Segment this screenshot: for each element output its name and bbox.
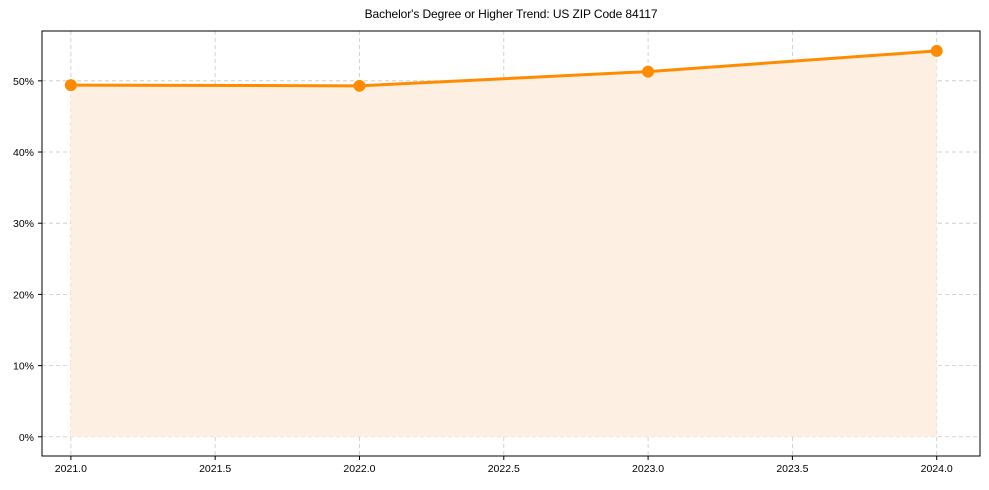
data-point-marker [930,44,943,57]
x-tick-label: 2022.5 [488,463,520,475]
x-tick-label: 2021.0 [55,463,87,475]
data-point-marker [353,79,366,92]
x-axis: 2021.0 2021.5 2022.0 2022.5 2023.0 2023.5 2024… [55,456,953,475]
y-tick-label: 10% [13,361,34,373]
area-fill [70,50,937,437]
y-axis: 0% 10% 20% 30% 40% 50% [13,76,42,444]
x-tick-label: 2023.0 [632,463,664,475]
y-tick-label: 0% [19,432,34,444]
chart-title: Bachelor's Degree or Higher Trend: US ZI… [364,7,658,21]
data-point-marker [64,79,77,92]
y-tick-label: 50% [13,76,34,88]
area-fill-path [70,50,937,437]
x-tick-label: 2021.5 [199,463,231,475]
data-markers [64,44,943,92]
y-tick-label: 30% [13,218,34,230]
y-tick-label: 40% [13,147,34,159]
plot-frame [41,30,981,457]
series-line [69,49,939,88]
x-tick-label: 2022.0 [343,463,375,475]
y-tick-label: 20% [13,289,34,301]
data-point-marker [642,65,655,78]
x-tick-label: 2023.5 [776,463,808,475]
data-line [69,49,939,88]
x-tick-label: 2024.0 [921,463,953,475]
